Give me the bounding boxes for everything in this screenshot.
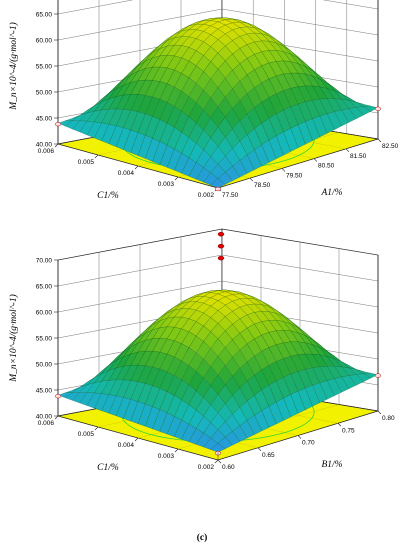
y-tick-label: 81.50 — [350, 153, 367, 160]
z-axis-label: M_n×10^-4/(g·mol^-1) — [8, 22, 19, 111]
y-tick-label: 80.50 — [318, 163, 335, 170]
y-tick — [257, 447, 262, 451]
x-tick — [214, 459, 219, 464]
y-tick-label: 0.80 — [382, 415, 395, 422]
design-point — [214, 186, 222, 192]
z-tick-label: 65.00 — [36, 283, 53, 290]
z-tick-label: 45.00 — [36, 387, 53, 394]
y-tick-label: 0.65 — [262, 452, 275, 459]
surface-cell — [210, 442, 226, 453]
x-tick — [94, 426, 99, 431]
design-point — [374, 106, 382, 111]
x-axis-label: C1/% — [97, 191, 119, 201]
z-axis-label: M_n×10^-4/(g·mol^-1) — [8, 294, 19, 383]
y-axis-label: A1/% — [320, 188, 342, 198]
z-tick-label: 45.00 — [36, 115, 53, 122]
design-point — [374, 373, 382, 378]
x-tick-label: 0.006 — [38, 148, 55, 155]
z-tick-label: 55.00 — [36, 335, 53, 342]
y-tick-label: 0.75 — [342, 427, 355, 434]
z-tick-label: 70.00 — [36, 257, 53, 264]
y-tick — [345, 148, 350, 153]
x-tick-label: 0.004 — [118, 442, 135, 449]
x-tick — [134, 437, 139, 442]
z-tick-label: 60.00 — [36, 37, 53, 44]
x-tick — [54, 143, 59, 148]
y-tick — [217, 459, 222, 464]
y-tick-label: 78.50 — [254, 182, 271, 189]
x-tick-label: 0.006 — [38, 420, 55, 427]
y-tick-label: 79.50 — [286, 172, 303, 179]
x-tick-label: 0.005 — [78, 159, 95, 166]
y-tick-label: 82.50 — [382, 143, 399, 150]
response-surface — [57, 289, 379, 453]
x-tick-label: 0.002 — [198, 192, 215, 199]
y-tick-label: 77.50 — [222, 192, 239, 199]
z-tick-label: 40.00 — [36, 413, 53, 420]
chart-panel-c: 40.00 45.00 50.00 55.00 60.00 65.00 70.00 M_n×1… — [8, 228, 395, 543]
z-tick-label: 55.00 — [36, 63, 53, 70]
design-point — [217, 255, 225, 261]
x-tick-label: 0.003 — [158, 453, 175, 460]
x-tick — [174, 176, 179, 181]
grid-line-z — [57, 8, 379, 41]
y-tick-label: 0.60 — [222, 464, 235, 471]
x-tick — [94, 154, 99, 159]
y-tick — [337, 423, 342, 427]
design-point — [54, 122, 62, 127]
y-tick — [297, 435, 302, 439]
x-tick-label: 0.003 — [158, 181, 175, 188]
design-point — [54, 394, 62, 399]
x-tick — [134, 165, 139, 170]
panel-label: (c) — [197, 532, 208, 543]
x-tick — [54, 415, 59, 420]
y-axis-label: B1/% — [321, 460, 342, 470]
x-tick-label: 0.005 — [78, 431, 95, 438]
y-tick — [281, 168, 286, 172]
response-surface — [57, 17, 379, 189]
grid-line-z — [57, 254, 379, 287]
z-tick-label: 50.00 — [36, 361, 53, 368]
y-tick-label: 0.70 — [302, 440, 315, 447]
grid-line-z — [57, 0, 379, 15]
y-tick — [377, 138, 382, 143]
y-tick — [377, 410, 382, 415]
x-tick-label: 0.004 — [118, 170, 135, 177]
z-tick-label: 40.00 — [36, 141, 53, 148]
y-tick — [313, 158, 318, 162]
design-point — [217, 243, 225, 249]
x-axis-label: C1/% — [97, 463, 119, 473]
z-tick-label: 65.00 — [36, 11, 53, 18]
surface-cell — [210, 178, 226, 189]
x-tick — [174, 448, 179, 453]
grid-line-z — [57, 280, 379, 313]
z-tick-label: 50.00 — [36, 89, 53, 96]
chart-panel-b: 40.0045.0050.0055.0060.0065.0070.00M_n×1… — [8, 0, 399, 253]
design-point — [217, 231, 225, 237]
y-tick — [249, 177, 254, 182]
x-tick-label: 0.002 — [198, 464, 215, 471]
z-tick-label: 60.00 — [36, 309, 53, 316]
